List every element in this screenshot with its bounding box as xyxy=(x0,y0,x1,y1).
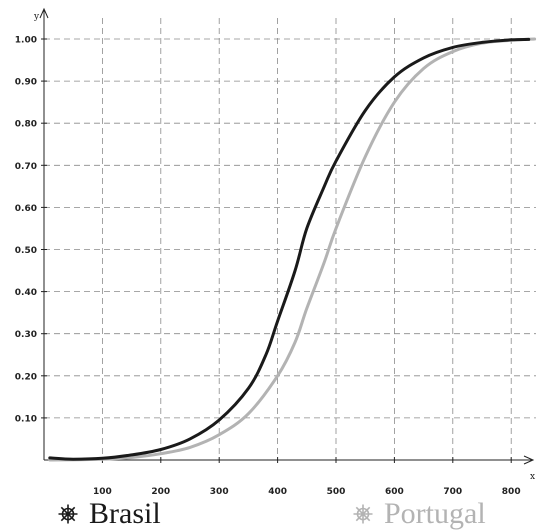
y-axis-label: y xyxy=(33,12,40,22)
legend-label-brasil: Brasil xyxy=(89,497,161,530)
series-line-brasil xyxy=(48,37,531,461)
y-tick-label: 0.50 xyxy=(15,246,37,256)
x-tick-label: 200 xyxy=(151,487,170,497)
y-tick-label: 0.70 xyxy=(15,162,37,172)
y-axis-arrow xyxy=(39,7,49,19)
x-tick-label: 800 xyxy=(502,487,521,497)
legend-label-portugal: Portugal xyxy=(384,497,486,530)
y-tick-label: 0.80 xyxy=(15,120,37,130)
x-tick-label: 700 xyxy=(443,487,462,497)
y-tick-label: 1.00 xyxy=(15,36,37,46)
x-tick-label: 500 xyxy=(327,487,346,497)
series-line-portugal xyxy=(48,37,537,462)
x-axis-arrow xyxy=(523,455,535,465)
legend-item-portugal: Portugal xyxy=(352,497,486,531)
y-tick-label: 0.30 xyxy=(15,330,37,340)
ship-wheel-icon xyxy=(353,504,373,524)
ship-wheel-icon xyxy=(58,504,78,524)
y-tick-label: 0.90 xyxy=(15,78,37,88)
x-tick-label: 100 xyxy=(93,487,112,497)
y-tick-label: 0.60 xyxy=(15,204,37,214)
y-tick-label: 0.10 xyxy=(15,414,37,424)
y-tick-label: 0.40 xyxy=(15,288,37,298)
x-tick-label: 300 xyxy=(210,487,229,497)
x-tick-label: 400 xyxy=(268,487,287,497)
x-tick-label: 600 xyxy=(385,487,404,497)
y-tick-label: 0.20 xyxy=(15,372,37,382)
x-axis-label: x xyxy=(530,472,535,482)
legend-item-brasil: Brasil xyxy=(57,497,161,531)
